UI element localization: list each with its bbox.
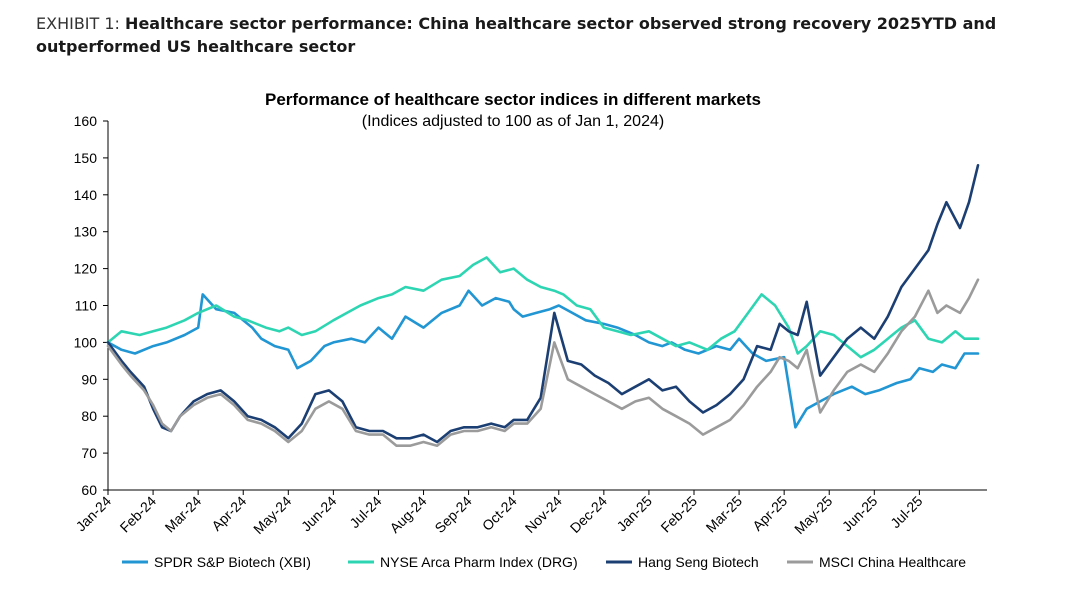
series-line-3 bbox=[106, 278, 980, 448]
exhibit-label: EXHIBIT 1: bbox=[36, 14, 120, 33]
y-tick-label: 90 bbox=[81, 371, 97, 387]
y-tick-label: 80 bbox=[81, 408, 97, 424]
y-tick-label: 130 bbox=[74, 224, 98, 240]
legend-label: NYSE Arca Pharm Index (DRG) bbox=[380, 554, 578, 570]
y-tick-label: 140 bbox=[74, 187, 98, 203]
x-tick-label: Jun-25 bbox=[839, 493, 881, 535]
legend: SPDR S&P Biotech (XBI) NYSE Arca Pharm In… bbox=[122, 554, 966, 570]
exhibit-title: Healthcare sector performance: China hea… bbox=[36, 14, 997, 56]
x-tick-label: Jul-24 bbox=[346, 493, 384, 531]
y-tick-label: 160 bbox=[74, 113, 98, 129]
y-tick-label: 120 bbox=[74, 261, 98, 277]
x-tick-label: Oct-24 bbox=[479, 493, 520, 534]
y-axis: 60 70 80 90 100 110 120 130 140 150 160 bbox=[74, 113, 109, 498]
x-tick-label: Sep-24 bbox=[431, 493, 474, 536]
chart-subtitle: (Indices adjusted to 100 as of Jan 1, 20… bbox=[362, 113, 664, 130]
y-tick-label: 150 bbox=[74, 150, 98, 166]
x-tick-label: Dec-24 bbox=[567, 493, 610, 536]
legend-label: Hang Seng Biotech bbox=[638, 554, 759, 570]
x-tick-label: Apr-24 bbox=[208, 493, 249, 534]
x-tick-label: Jan-24 bbox=[73, 493, 115, 535]
y-tick-label: 100 bbox=[74, 334, 98, 350]
x-tick-label: Nov-24 bbox=[522, 493, 565, 536]
legend-label: SPDR S&P Biotech (XBI) bbox=[154, 554, 311, 570]
series-lines bbox=[106, 164, 980, 448]
y-tick-label: 110 bbox=[75, 298, 98, 314]
series-line-0 bbox=[106, 289, 980, 429]
series-line-2 bbox=[106, 164, 980, 444]
x-tick-label: Mar-25 bbox=[703, 493, 746, 536]
x-tick-label: Jun-24 bbox=[298, 493, 340, 535]
x-tick-label: Mar-24 bbox=[162, 493, 205, 536]
legend-label: MSCI China Healthcare bbox=[819, 554, 966, 570]
x-tick-label: Feb-25 bbox=[657, 493, 700, 536]
x-tick-label: Jul-25 bbox=[887, 493, 925, 531]
x-tick-label: Jan-25 bbox=[613, 493, 655, 535]
y-tick-label: 70 bbox=[81, 445, 97, 461]
x-tick-label: May-24 bbox=[250, 493, 294, 537]
x-tick-label: Feb-24 bbox=[117, 493, 160, 536]
x-tick-label: Aug-24 bbox=[386, 493, 429, 536]
x-axis: Jan-24 Feb-24 Mar-24 Apr-24 May-24 Jun-24 Jul-… bbox=[73, 489, 987, 537]
x-tick-label: May-25 bbox=[791, 493, 835, 537]
y-tick-label: 60 bbox=[81, 482, 97, 498]
x-tick-label: Apr-25 bbox=[749, 493, 790, 534]
exhibit-heading: EXHIBIT 1: Healthcare sector performance… bbox=[36, 12, 1046, 58]
chart-title: Performance of healthcare sector indices… bbox=[265, 90, 761, 109]
series-line-1 bbox=[106, 256, 980, 359]
